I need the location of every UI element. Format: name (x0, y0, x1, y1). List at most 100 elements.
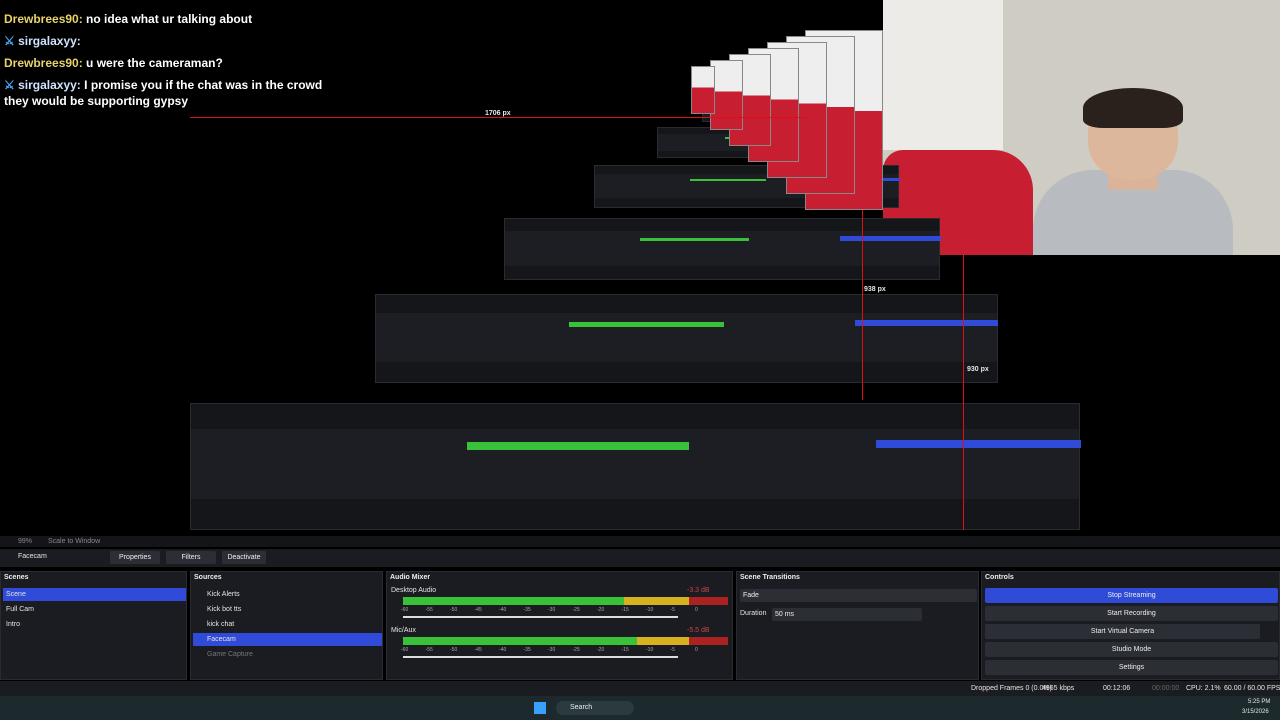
volume-slider[interactable] (403, 656, 678, 658)
status-item: Dropped Frames 0 (0.0%) (971, 685, 1052, 692)
source-item[interactable]: Game Capture (207, 651, 253, 658)
channel-level: -5.5 dB (687, 627, 710, 634)
frame-blue (840, 236, 941, 241)
meter-scale: -40 (499, 647, 507, 653)
frame-blue (855, 319, 999, 327)
control-button[interactable]: Studio Mode (985, 642, 1278, 657)
chat-message: ⚔ sirgalaxyy: (4, 33, 344, 49)
duration-label: Duration (740, 610, 767, 617)
preview-frame (190, 403, 1081, 530)
start-button[interactable] (534, 702, 546, 714)
chat-text: no idea what ur talking about (82, 12, 253, 26)
webcam-echo (691, 66, 715, 114)
volume-slider[interactable] (403, 616, 678, 618)
hair (1083, 88, 1183, 128)
transition-select[interactable]: Fade (740, 589, 977, 602)
measure-line (190, 117, 810, 118)
chat-message: ⚔ sirgalaxyy: I promise you if the chat … (4, 77, 344, 109)
duration-value[interactable]: 50 ms (772, 608, 922, 621)
measure-line (963, 255, 964, 530)
meter-scale: -40 (499, 607, 507, 613)
badge: ⚔ (4, 78, 19, 92)
chat-user: Drewbrees90: (4, 56, 83, 70)
scene-item[interactable]: Scene (3, 588, 186, 601)
dock: Audio Mixer Desktop Audio -3.3 dB -60 -55 -50… (386, 571, 733, 680)
webcam (883, 0, 1280, 255)
meter-scale: -15 (621, 607, 629, 613)
meter-scale: -45 (474, 647, 482, 653)
meter-scale: -30 (548, 607, 556, 613)
measure-line (862, 210, 863, 400)
wall-panel (883, 0, 1003, 150)
measure-label: 1706 px (485, 110, 511, 117)
chat-user: Drewbrees90: (4, 12, 83, 26)
meter-scale: -60 (401, 647, 409, 653)
meter-scale: -20 (597, 607, 605, 613)
channel-name: Mic/Aux (391, 627, 416, 634)
meter-scale: -55 (425, 607, 433, 613)
status-item: 4965 kbps (1042, 685, 1075, 692)
meter-scale: -25 (572, 607, 580, 613)
meter-scale: -15 (621, 647, 629, 653)
meter-scale: 0 (695, 607, 698, 613)
source-name: Facecam (18, 553, 47, 560)
meter-scale: -5 (670, 607, 675, 613)
source-button[interactable]: Properties (110, 551, 160, 564)
frame-meter (568, 321, 725, 328)
chat-message: Drewbrees90: no idea what ur talking abo… (4, 11, 344, 27)
meter (403, 597, 728, 605)
meter-scale: -5 (670, 647, 675, 653)
clock-date: 3/15/2026 (1242, 709, 1269, 715)
source-bar (0, 549, 1280, 567)
frame-meter (466, 442, 690, 450)
dock: Scenes Scene Full Cam Intro (0, 571, 187, 680)
source-item[interactable]: Kick bot tts (207, 606, 242, 613)
clock-time: 5:25 PM (1248, 699, 1271, 705)
frame-meter (689, 178, 766, 182)
source-button[interactable]: Filters (166, 551, 216, 564)
source-item[interactable]: kick chat (207, 621, 235, 628)
scale-mode[interactable]: Scale to Window (48, 538, 101, 545)
meter-scale: -20 (597, 647, 605, 653)
channel-name: Desktop Audio (391, 587, 437, 594)
dock-title: Scene Transitions (740, 574, 800, 581)
meter-scale: -10 (646, 607, 654, 613)
source-button[interactable]: Deactivate (222, 551, 266, 564)
meter-scale: -35 (523, 607, 531, 613)
zoom[interactable]: 99% (18, 538, 33, 545)
chat-user: sirgalaxyy: (18, 34, 81, 48)
scene-item[interactable]: Full Cam (6, 606, 35, 613)
view-bar (0, 536, 1280, 547)
meter-scale: -10 (646, 647, 654, 653)
channel-level: -3.3 dB (687, 587, 710, 594)
dock: Scene Transitions Fade Duration 50 ms (736, 571, 979, 680)
badge: ⚔ (4, 34, 19, 48)
meter (403, 637, 728, 645)
status-item: 00:00:00 (1152, 685, 1180, 692)
dock-title: Sources (194, 574, 222, 581)
dock-title: Scenes (4, 574, 29, 581)
preview-frame (374, 294, 999, 383)
control-button[interactable]: Start Recording (985, 606, 1278, 621)
source-item[interactable]: Kick Alerts (207, 591, 240, 598)
dock-title: Audio Mixer (390, 574, 431, 581)
status-item: 60.00 / 60.00 FPS (1224, 685, 1280, 692)
meter-scale: -25 (572, 647, 580, 653)
frame-meter (639, 237, 749, 242)
scene-item[interactable]: Intro (6, 621, 21, 628)
control-button[interactable]: Stop Streaming (985, 588, 1278, 603)
frame-blue (876, 439, 1081, 449)
source-item[interactable]: Facecam (193, 633, 382, 646)
chat-user: sirgalaxyy: (18, 78, 81, 92)
taskbar-search[interactable]: Search (556, 701, 634, 715)
measure-label: 930 px (967, 366, 989, 373)
preview-frame (503, 217, 941, 281)
dock: Sources Kick Alerts Kick bot tts kick chat F… (190, 571, 383, 680)
control-button[interactable]: Settings (985, 660, 1278, 675)
meter-scale: 0 (695, 647, 698, 653)
meter-scale: -45 (474, 607, 482, 613)
meter-scale: -50 (450, 607, 458, 613)
control-button[interactable]: Start Virtual Camera (985, 624, 1260, 639)
taskbar (0, 696, 1280, 720)
